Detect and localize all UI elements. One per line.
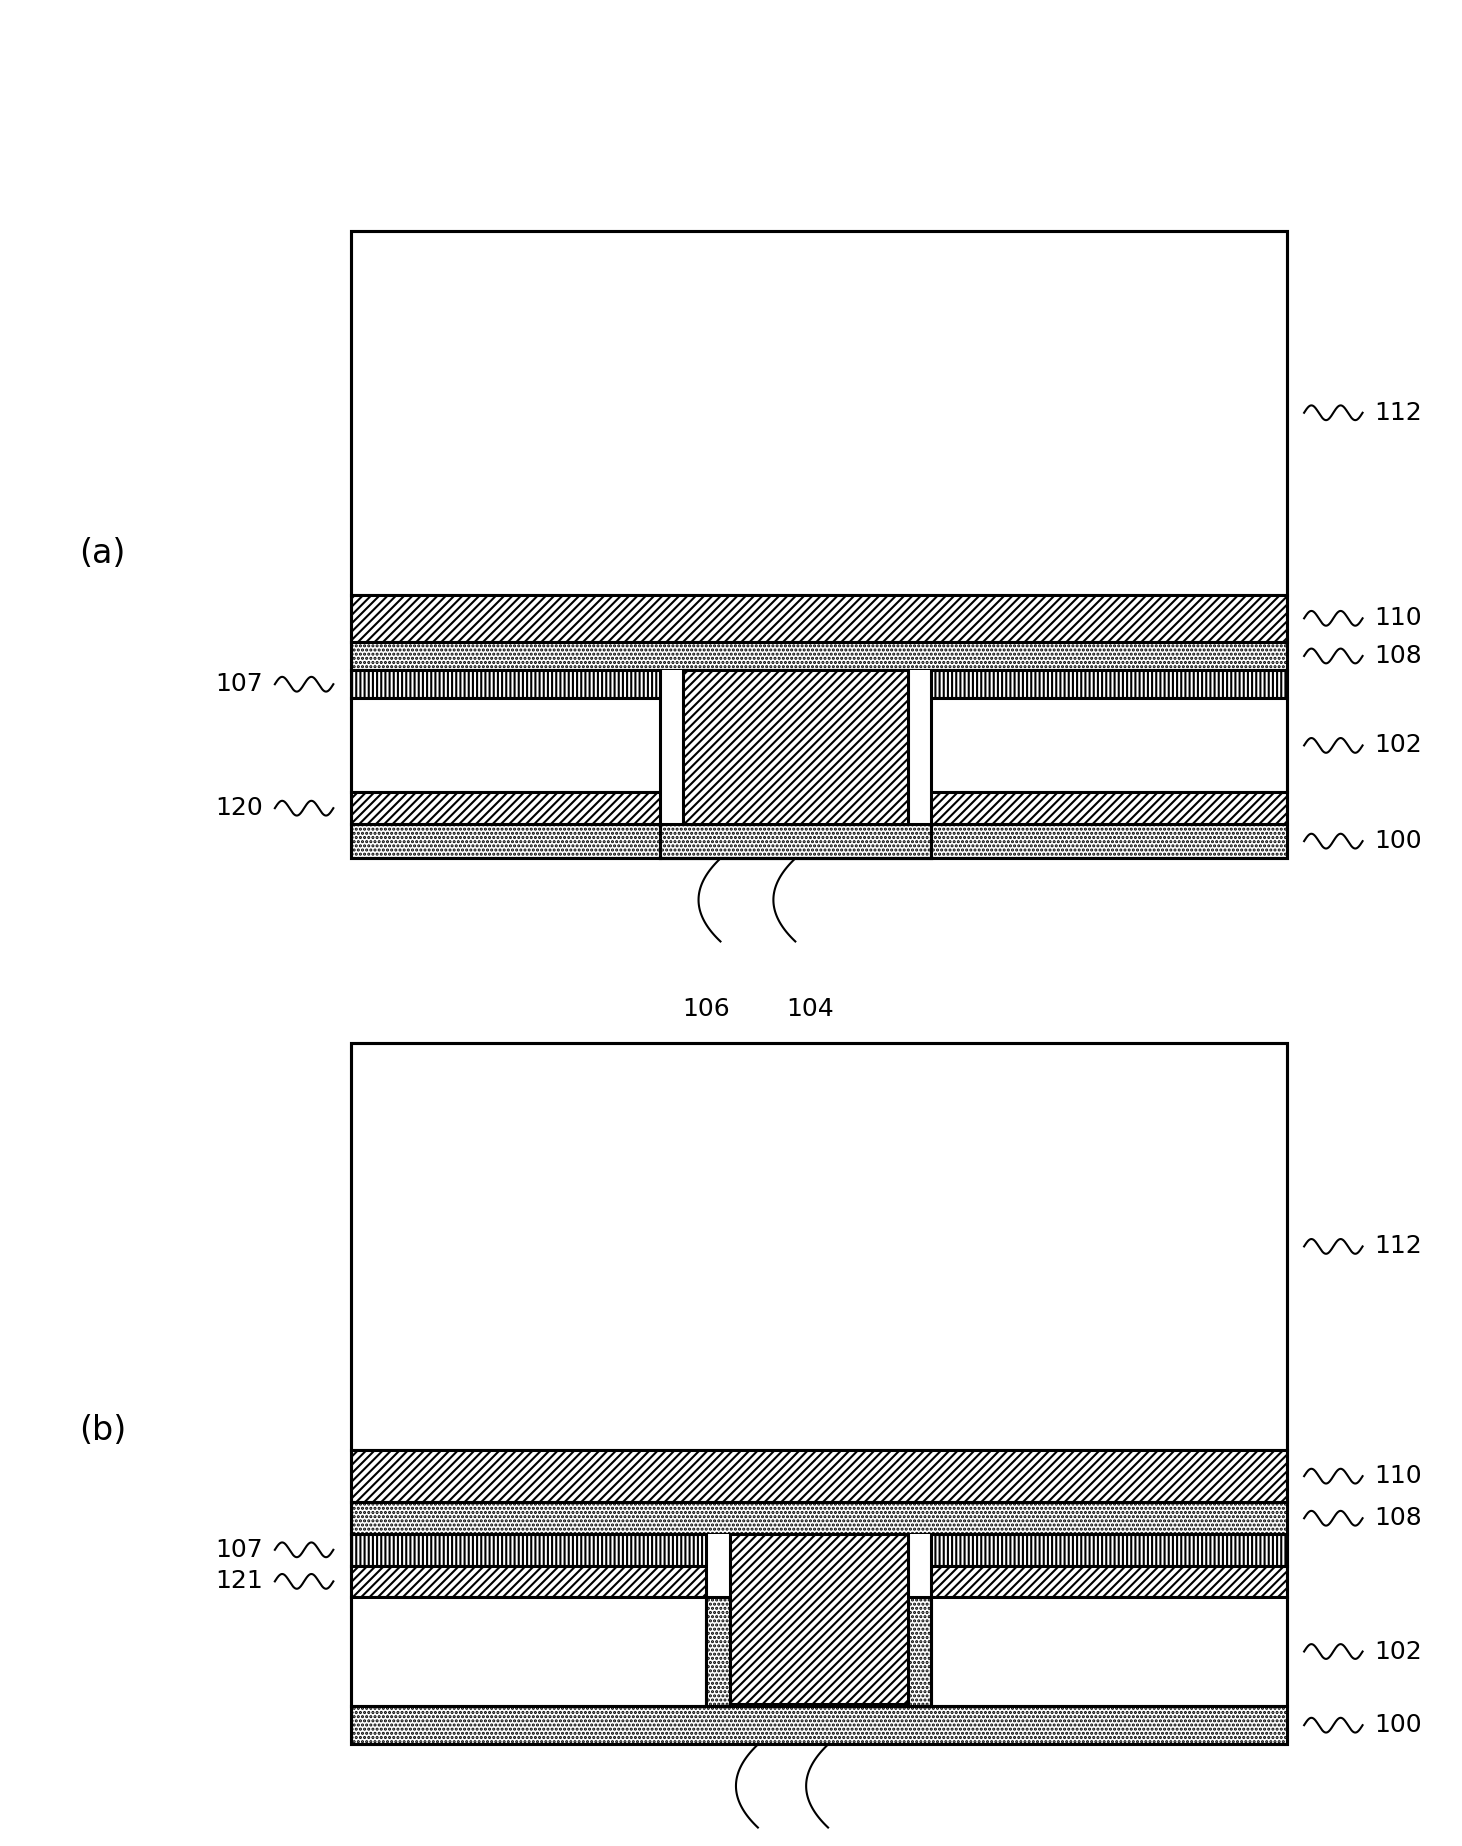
Bar	[659, 670, 931, 858]
Text: (b): (b)	[79, 1414, 126, 1447]
Text: 107: 107	[215, 672, 263, 696]
Text: 106: 106	[681, 997, 730, 1021]
Bar	[351, 1043, 1287, 1744]
Bar	[351, 1706, 1287, 1744]
Text: 108: 108	[1374, 1506, 1423, 1530]
Bar	[706, 1597, 931, 1706]
Text: 121: 121	[215, 1569, 263, 1593]
Bar	[351, 792, 1287, 823]
Text: 108: 108	[1374, 644, 1423, 668]
Text: 110: 110	[1374, 605, 1423, 629]
Text: 112: 112	[1374, 1235, 1423, 1259]
Bar	[351, 823, 1287, 858]
Bar	[351, 1597, 1287, 1706]
Bar	[351, 642, 1287, 670]
Text: 110: 110	[1374, 1464, 1423, 1488]
Text: 120: 120	[215, 796, 263, 820]
Bar	[351, 1565, 1287, 1597]
Text: 112: 112	[1374, 401, 1423, 425]
Bar	[706, 1534, 931, 1706]
Bar	[659, 823, 931, 858]
Text: 100: 100	[1374, 1713, 1423, 1737]
Bar	[351, 1449, 1287, 1503]
Text: 104: 104	[787, 997, 833, 1021]
Bar	[351, 698, 1287, 792]
Text: 100: 100	[1374, 829, 1423, 853]
Bar	[351, 670, 1287, 698]
Bar	[683, 670, 908, 823]
Bar	[730, 1534, 908, 1704]
Bar	[683, 670, 908, 823]
Bar	[730, 1534, 908, 1704]
Text: 102: 102	[1374, 1639, 1423, 1663]
Bar	[351, 1503, 1287, 1534]
Text: 107: 107	[215, 1538, 263, 1562]
Text: (a): (a)	[79, 537, 126, 570]
Bar	[351, 1043, 1287, 1449]
Bar	[351, 1534, 1287, 1565]
Bar	[351, 231, 1287, 858]
Bar	[351, 594, 1287, 642]
Bar	[351, 231, 1287, 594]
Text: 102: 102	[1374, 733, 1423, 757]
